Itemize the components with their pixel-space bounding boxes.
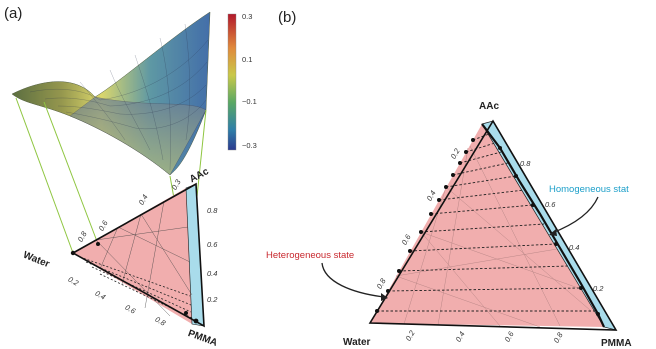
binodal-point xyxy=(451,173,455,177)
tick-right-b: 0.4 xyxy=(569,243,579,252)
tick-left-b: 0.2 xyxy=(449,146,462,160)
tick-right-a: 0.6 xyxy=(207,240,218,249)
binodal-point xyxy=(471,138,475,142)
tick-left-b: 0.8 xyxy=(375,276,388,290)
binodal-points-a xyxy=(70,242,199,324)
projection-line xyxy=(43,101,99,245)
corner-label-right-a: PMMA xyxy=(186,328,218,349)
corner-label-left-b: Water xyxy=(343,337,371,348)
heterogeneous-arrow-head xyxy=(381,293,388,301)
homogeneous-arrow xyxy=(551,196,599,234)
tick-bottom-b: 0.2 xyxy=(404,328,417,342)
tick-left-a: 0.8 xyxy=(76,229,89,243)
homogeneous-arrow-head xyxy=(549,229,557,236)
binodal-point xyxy=(514,174,518,178)
tick-right-b: 0.2 xyxy=(593,284,604,293)
tick-left-b: 0.4 xyxy=(425,189,438,203)
corner-label-top-a: AAc xyxy=(188,166,211,185)
binodal-point xyxy=(184,311,188,315)
binodal-point xyxy=(96,242,100,246)
triangle-outline-a xyxy=(71,182,205,328)
panel-a: (a) xyxy=(4,5,257,349)
ternary-grid-a xyxy=(95,200,193,317)
binodal-point xyxy=(458,161,462,165)
binodal-points-b xyxy=(375,138,600,316)
binodal-point xyxy=(70,250,76,256)
tick-top-a: 0.3 xyxy=(170,177,183,191)
tick-bottom-b: 0.4 xyxy=(454,330,467,344)
tick-bottom-b: 0.6 xyxy=(503,329,516,343)
binodal-point xyxy=(193,318,199,324)
tick-left-a: 0.6 xyxy=(97,218,110,232)
heterogeneous-state-label: Heterogeneous state xyxy=(266,250,354,261)
tick-bottom-a: 0.4 xyxy=(94,289,108,302)
tick-right-b: 0.6 xyxy=(545,200,556,209)
tick-right-a: 0.2 xyxy=(207,295,218,304)
tick-top-a: 0.4 xyxy=(137,193,150,207)
tick-right-a: 0.8 xyxy=(207,206,218,215)
colorbar-scale xyxy=(227,13,237,151)
binodal-point xyxy=(464,150,468,154)
binodal-curve-b xyxy=(481,123,605,328)
tick-bottom-a: 0.2 xyxy=(67,275,81,288)
colorbar-tick: −0.3 xyxy=(242,141,257,150)
corner-label-right-b: PMMA xyxy=(601,338,632,349)
panel-b-label: (b) xyxy=(278,9,296,26)
panel-a-label: (a) xyxy=(4,5,22,22)
corner-label-top-b: AAc xyxy=(479,101,499,112)
tick-bottom-b: 0.8 xyxy=(552,330,565,344)
binodal-point xyxy=(419,230,423,234)
tick-bottom-a: 0.8 xyxy=(154,315,168,328)
binodal-point xyxy=(498,146,502,150)
projection-line xyxy=(15,97,74,254)
homogeneous-state-label: Homogeneous stat xyxy=(549,184,629,195)
triangle-outline-b xyxy=(368,119,618,331)
binodal-point xyxy=(397,269,401,273)
binodal-point xyxy=(596,312,600,316)
colorbar-tick: −0.1 xyxy=(242,97,257,106)
tick-bottom-a: 0.6 xyxy=(124,303,138,316)
binodal-point xyxy=(531,203,535,207)
colorbar-tick: 0.3 xyxy=(242,12,252,21)
colorbar-tick: 0.1 xyxy=(242,55,252,64)
tick-right-a: 0.4 xyxy=(207,269,217,278)
binodal-point xyxy=(429,212,433,216)
binodal-point xyxy=(408,249,412,253)
panel-b: (b) xyxy=(266,9,632,349)
heterogeneous-arrow xyxy=(321,262,385,298)
tick-right-b: 0.8 xyxy=(520,159,531,168)
binodal-point xyxy=(579,286,583,290)
tick-left-b: 0.6 xyxy=(400,232,413,246)
free-energy-surface xyxy=(11,11,211,176)
binodal-point xyxy=(386,289,390,293)
binodal-point xyxy=(554,242,558,246)
two-phase-region-a xyxy=(73,188,192,324)
binodal-point xyxy=(437,198,441,202)
colorbar: 0.3 0.1 −0.1 −0.3 xyxy=(227,12,257,151)
binodal-point xyxy=(444,185,448,189)
corner-label-left-a: Water xyxy=(21,250,51,271)
binodal-point xyxy=(375,309,379,313)
